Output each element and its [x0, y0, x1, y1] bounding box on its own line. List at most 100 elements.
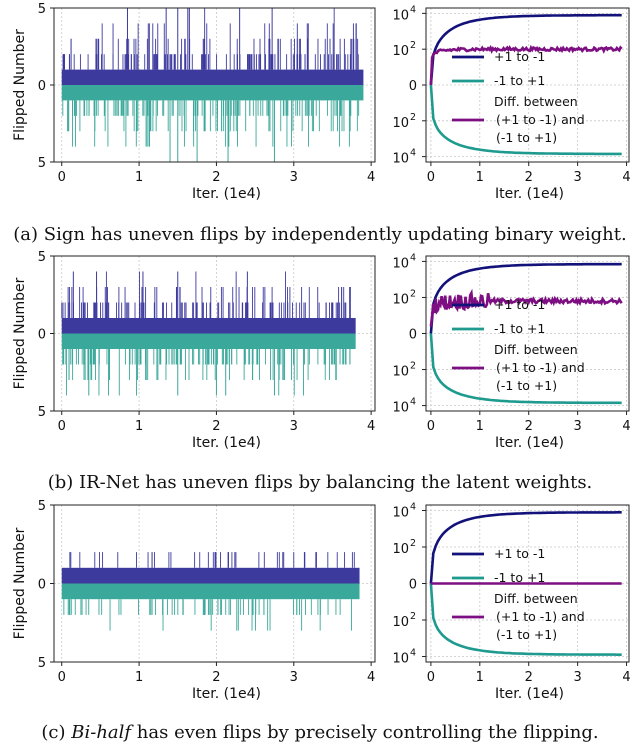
x-tick-label: 4 — [367, 170, 375, 185]
y-tick-label: 10 — [392, 652, 409, 667]
legend-label: -1 to +1 — [494, 570, 545, 585]
legend-label: Diff. between — [494, 342, 578, 357]
y-axis-label: Flipped Number — [12, 277, 28, 389]
caption-text: Sign has uneven flips by independently u… — [44, 224, 627, 245]
panel-caption: (a) Sign has uneven flips by independent… — [13, 224, 626, 245]
x-tick-label: 2 — [212, 170, 220, 185]
y-tick-label: 10 — [392, 256, 409, 271]
x-tick-label: 3 — [573, 170, 581, 185]
y-tick-exponent: 4 — [410, 397, 416, 408]
y-tick-label: 5 — [38, 656, 46, 671]
bar-positive-base — [61, 69, 364, 85]
x-axis-label: Iter. (1e4) — [495, 686, 564, 702]
x-tick-label: 1 — [476, 670, 484, 685]
line-pos-to-neg — [429, 262, 622, 334]
x-tick-label: 1 — [476, 419, 484, 434]
legend: +1 to -1 -1 to +1 Diff. between (+1 to -1)… — [452, 546, 585, 642]
x-tick-label: 1 — [476, 170, 484, 185]
x-tick-label: 3 — [290, 170, 298, 185]
legend-label: (-1 to +1) — [496, 627, 557, 642]
x-tick-label: 0 — [427, 170, 435, 185]
y-tick-label: 0 — [409, 578, 417, 593]
x-axis-label: Iter. (1e4) — [192, 435, 261, 451]
legend-label: -1 to +1 — [494, 73, 545, 88]
legend-label: (-1 to +1) — [496, 378, 557, 393]
y-tick-label: 5 — [38, 156, 46, 171]
y-tick-label: 0 — [409, 328, 417, 343]
y-tick-label: 0 — [409, 79, 417, 94]
legend-label: (+1 to -1) and — [496, 609, 585, 624]
y-tick-label: 0 — [38, 578, 46, 593]
legend-label: (+1 to -1) and — [496, 112, 585, 127]
x-tick-label: 0 — [58, 419, 66, 434]
y-axis-label: Flipped Number — [12, 29, 28, 141]
line-neg-to-pos — [429, 84, 622, 156]
y-tick-exponent: 2 — [410, 361, 416, 372]
y-axis-label: Flipped Number — [12, 527, 28, 639]
line-pos-to-neg — [429, 510, 622, 584]
legend: +1 to -1 -1 to +1 Diff. between (+1 to -1)… — [452, 297, 585, 393]
line-pos-to-neg — [429, 13, 622, 86]
x-tick-label: 2 — [212, 670, 220, 685]
line-difference — [429, 44, 623, 86]
legend-label: Diff. between — [494, 94, 578, 109]
line-difference — [429, 288, 623, 327]
y-tick-exponent: 4 — [410, 501, 416, 512]
legend-label: -1 to +1 — [494, 321, 545, 336]
legend-label: (+1 to -1) and — [496, 360, 585, 375]
bar-positive-base — [61, 567, 360, 584]
legend-label: +1 to -1 — [494, 546, 545, 561]
x-tick-label: 0 — [427, 419, 435, 434]
y-tick-label: 10 — [392, 542, 409, 557]
y-tick-exponent: 2 — [410, 538, 416, 549]
x-tick-label: 1 — [135, 419, 143, 434]
y-tick-label: 10 — [392, 615, 409, 630]
y-tick-exponent: 2 — [410, 611, 416, 622]
y-tick-label: 10 — [392, 505, 409, 520]
y-tick-label: 10 — [392, 401, 409, 416]
y-tick-label: 10 — [392, 365, 409, 380]
legend: +1 to -1 -1 to +1 Diff. between (+1 to -1)… — [452, 49, 585, 145]
caption-prefix: (c) — [41, 722, 71, 743]
y-tick-exponent: 4 — [410, 148, 416, 159]
y-tick-label: 10 — [392, 8, 409, 23]
y-tick-label: 10 — [392, 292, 409, 307]
legend-label: +1 to -1 — [494, 49, 545, 64]
x-tick-label: 0 — [58, 670, 66, 685]
panel-caption: (b) IR-Net has uneven flips by balancing… — [48, 472, 593, 493]
legend-label: +1 to -1 — [494, 297, 545, 312]
y-tick-exponent: 2 — [410, 288, 416, 299]
y-tick-label: 5 — [38, 405, 46, 420]
x-tick-label: 2 — [212, 419, 220, 434]
x-tick-label: 1 — [135, 170, 143, 185]
legend-label: (-1 to +1) — [496, 130, 557, 145]
x-tick-label: 3 — [573, 419, 581, 434]
x-tick-label: 4 — [622, 419, 630, 434]
x-tick-label: 4 — [367, 419, 375, 434]
y-tick-label: 10 — [392, 152, 409, 167]
y-tick-label: 5 — [38, 2, 46, 17]
x-axis-label: Iter. (1e4) — [192, 686, 261, 702]
x-tick-label: 1 — [135, 670, 143, 685]
x-tick-label: 4 — [622, 170, 630, 185]
x-axis-label: Iter. (1e4) — [495, 186, 564, 202]
legend-label: Diff. between — [494, 591, 578, 606]
x-tick-label: 2 — [525, 170, 533, 185]
y-tick-label: 5 — [38, 499, 46, 514]
caption-emphasis: Bi-half — [70, 722, 134, 743]
y-tick-label: 10 — [392, 44, 409, 59]
y-tick-label: 0 — [38, 328, 46, 343]
line-neg-to-pos — [429, 583, 622, 656]
y-tick-exponent: 2 — [410, 40, 416, 51]
y-tick-label: 5 — [38, 250, 46, 265]
x-tick-label: 2 — [525, 670, 533, 685]
x-tick-label: 4 — [367, 670, 375, 685]
bar-negative-base — [61, 333, 356, 349]
bar-negative-base — [61, 85, 364, 101]
